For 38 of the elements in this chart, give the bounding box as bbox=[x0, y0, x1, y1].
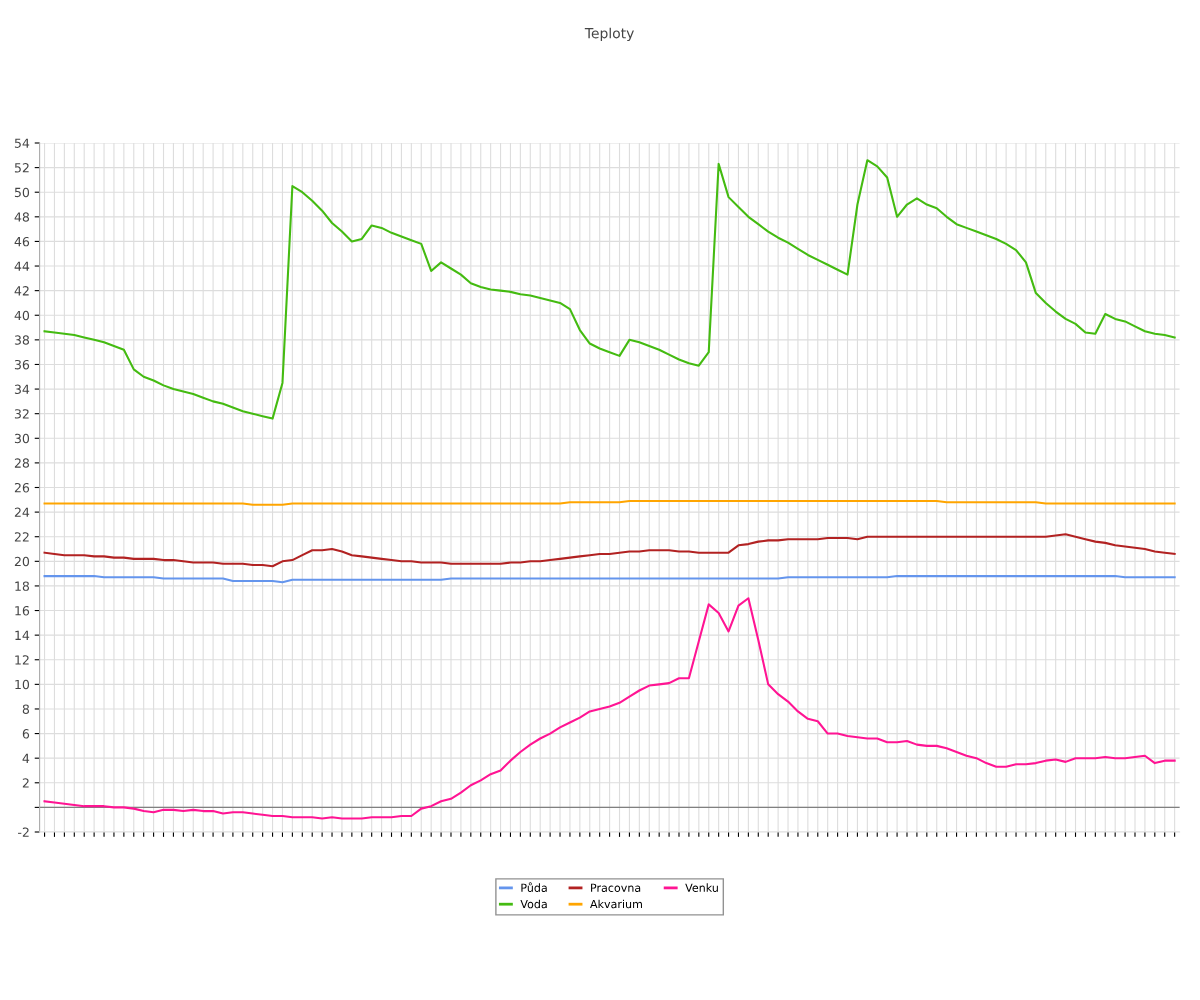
y-tick-label: 26 bbox=[14, 482, 30, 493]
line-series bbox=[43, 575, 1176, 584]
line-series bbox=[43, 597, 1176, 820]
legend-label: Venku bbox=[685, 883, 718, 892]
y-tick-label: 24 bbox=[14, 507, 30, 517]
y-tick-label: 12 bbox=[15, 655, 29, 665]
y-tick-label: 38 bbox=[14, 335, 30, 345]
y-tick-label: 52 bbox=[14, 163, 29, 173]
y-tick-label: 30 bbox=[14, 433, 30, 444]
line-series bbox=[43, 159, 1176, 420]
legend-label: Voda bbox=[520, 899, 547, 909]
y-tick-label: 2 bbox=[22, 778, 29, 788]
y-tick-label: 32 bbox=[14, 409, 29, 419]
legend-label: Akvarium bbox=[590, 899, 642, 909]
y-tick-label: 6 bbox=[22, 729, 30, 739]
y-tick-label: 14 bbox=[15, 630, 30, 640]
chart-title: Teploty bbox=[584, 27, 634, 42]
legend-label: Půda bbox=[521, 882, 547, 892]
y-tick-label: 48 bbox=[14, 212, 30, 222]
y-tick-label: 34 bbox=[14, 384, 30, 394]
y-tick-label: 50 bbox=[14, 187, 30, 198]
y-tick-label: 36 bbox=[14, 359, 30, 370]
y-tick-label: 42 bbox=[14, 286, 29, 296]
legend-label: Pracovna bbox=[591, 883, 641, 892]
y-tick-label: 8 bbox=[22, 704, 30, 714]
y-tick-label: 46 bbox=[14, 236, 30, 247]
y-tick-label: 40 bbox=[14, 310, 30, 321]
y-tick-label: 22 bbox=[14, 532, 29, 542]
y-tick-label: 10 bbox=[15, 679, 30, 690]
y-tick-label: 20 bbox=[14, 556, 30, 567]
y-tick-label: 16 bbox=[15, 606, 30, 616]
y-tick-label: -2 bbox=[18, 827, 29, 837]
y-tick-label: 18 bbox=[15, 581, 30, 591]
y-tick-label: 4 bbox=[22, 753, 30, 763]
y-tick-label: 54 bbox=[14, 138, 30, 148]
y-tick-label: 28 bbox=[14, 458, 30, 468]
line-series bbox=[43, 533, 1176, 568]
y-tick-label: 44 bbox=[14, 261, 30, 271]
